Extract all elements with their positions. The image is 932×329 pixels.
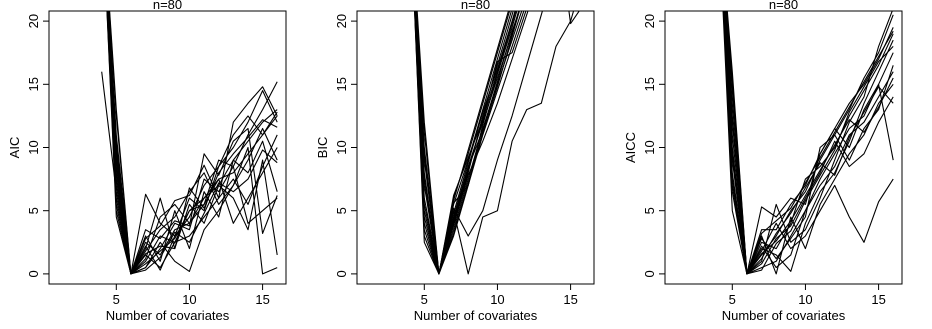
y-tick-label: 5 (334, 207, 349, 214)
series-lines (101, 11, 278, 275)
x-tick-label: 10 (490, 292, 504, 307)
y-axis-label: AIC (7, 137, 22, 159)
panel-3: 5 10 15 0 5 10 15 20 n=80 Number of covariates AIC… (623, 0, 903, 323)
x-tick-label: 10 (798, 292, 812, 307)
x-tick-label: 15 (871, 292, 885, 307)
series-line-16 (414, 11, 520, 275)
y-tick-label: 0 (334, 270, 349, 277)
y-tick-label: 5 (26, 207, 41, 214)
panel-1: 5 10 15 0 5 10 15 20 n=80 Number of covariates AIC (7, 0, 287, 323)
series-line-7 (416, 11, 575, 275)
x-tick-label: 15 (255, 292, 269, 307)
panel-title: n=80 (461, 0, 490, 12)
y-tick-label: 20 (26, 14, 41, 28)
y-tick-label: 10 (26, 140, 41, 154)
x-tick-label: 15 (563, 292, 577, 307)
x-axis-label: Number of covariates (722, 308, 846, 323)
panel-title: n=80 (769, 0, 798, 12)
y-tick-label: 0 (26, 270, 41, 277)
y-tick-label: 20 (642, 14, 657, 28)
y-tick-label: 5 (642, 207, 657, 214)
y-tick-label: 10 (334, 140, 349, 154)
y-tick-label: 20 (334, 14, 349, 28)
x-tick-label: 5 (421, 292, 428, 307)
series-lines (414, 11, 580, 275)
series-line-16 (106, 11, 278, 275)
y-tick-label: 0 (642, 270, 657, 277)
y-axis-label: BIC (315, 137, 330, 159)
y-tick-label: 15 (26, 77, 41, 91)
series-line-16 (726, 11, 894, 275)
x-axis-label: Number of covariates (106, 308, 230, 323)
panel-2: 5 10 15 0 5 10 15 20 n=80 Number of covariates BIC (315, 0, 595, 323)
y-tick-label: 15 (642, 77, 657, 91)
panel-title: n=80 (153, 0, 182, 12)
x-tick-label: 5 (729, 292, 736, 307)
series-lines (722, 11, 894, 275)
y-tick-label: 15 (334, 77, 349, 91)
x-tick-label: 5 (113, 292, 120, 307)
x-tick-label: 10 (182, 292, 196, 307)
y-tick-label: 10 (642, 140, 657, 154)
y-axis-label: AICC (623, 132, 638, 163)
x-axis-label: Number of covariates (414, 308, 538, 323)
